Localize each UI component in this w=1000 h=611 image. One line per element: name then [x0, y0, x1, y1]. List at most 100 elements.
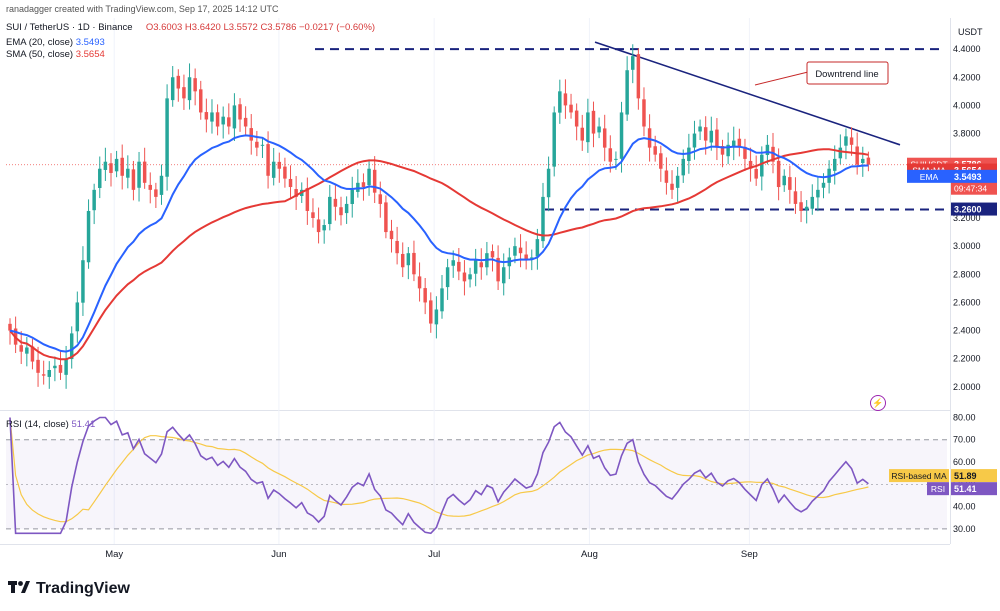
annotation-pointer	[754, 71, 809, 86]
candle-body	[518, 247, 523, 254]
candle-body	[339, 207, 343, 216]
candle-body	[597, 126, 601, 133]
candle-body	[451, 260, 455, 266]
candle-body	[64, 358, 68, 375]
candle-body	[204, 112, 209, 120]
candle-body	[619, 112, 624, 159]
candle-body	[384, 202, 388, 233]
clock-icon[interactable]: ⚡	[870, 395, 886, 411]
candle-body	[479, 262, 484, 268]
time-tick-label: Jul	[428, 549, 440, 560]
time-axis-border	[0, 544, 950, 545]
candle-body	[849, 137, 854, 145]
candle-body	[30, 346, 35, 362]
candle-body	[760, 154, 764, 177]
candle-body	[328, 196, 332, 225]
candle-body	[659, 153, 663, 169]
candle-body	[255, 141, 259, 148]
support-value: 3.2600	[954, 205, 982, 215]
candle-body	[580, 127, 584, 141]
candle-body	[631, 56, 635, 70]
candle-body	[602, 128, 607, 148]
candle-body	[182, 87, 186, 99]
candle-body	[692, 133, 697, 148]
candle-body	[709, 130, 714, 143]
candle-body	[215, 112, 220, 127]
candle-body	[501, 267, 506, 284]
candle-body	[496, 257, 500, 282]
tradingview-logo: TradingView	[8, 580, 130, 598]
candle-body	[316, 219, 321, 233]
candle-body	[569, 104, 573, 113]
price-tick-label: 2.0000	[953, 382, 981, 392]
price-tick-label: 2.4000	[953, 326, 981, 336]
candle-body	[81, 260, 85, 303]
candle-body	[395, 240, 399, 254]
candle-body	[524, 254, 528, 261]
candle-body	[126, 168, 130, 178]
candle-body	[344, 203, 349, 214]
candle-body	[305, 188, 310, 211]
candle-body	[98, 168, 102, 188]
sma-legend[interactable]: SMA (50, close) 3.5654	[6, 49, 105, 60]
candle-body	[473, 260, 478, 274]
candle-body	[732, 140, 736, 147]
ema-20-line	[9, 134, 869, 353]
candle-body	[41, 374, 46, 376]
candle-body	[574, 110, 579, 127]
time-tick-label: Jun	[271, 549, 286, 560]
candle-body	[277, 161, 282, 169]
countdown: 09:47:34	[954, 184, 987, 194]
downtrend-line	[594, 41, 901, 146]
creator-line: ranadagger created with TradingView.com,…	[6, 4, 279, 14]
panel-divider	[0, 410, 950, 411]
candle-body	[8, 323, 12, 331]
candle-body	[260, 144, 265, 146]
candle-body	[165, 98, 169, 177]
candle-body	[636, 54, 641, 99]
candle-body	[25, 347, 29, 354]
candle-body	[434, 309, 439, 325]
candle-body	[457, 261, 461, 272]
candle-body	[221, 116, 225, 125]
price-tick-label: 3.8000	[953, 129, 981, 139]
candle-body	[782, 175, 786, 186]
candle-body	[720, 146, 725, 155]
rsi-tick-label: 80.00	[953, 412, 976, 422]
candle-body	[103, 161, 108, 170]
candle-body	[322, 225, 326, 231]
candle-body	[647, 128, 652, 148]
candle-body	[350, 189, 354, 204]
candle-body	[58, 364, 63, 373]
candle-body	[109, 163, 113, 173]
candle-body	[232, 105, 237, 129]
symbol-title[interactable]: SUI / TetherUS · 1D · Binance	[6, 22, 133, 33]
candle-body	[170, 77, 175, 101]
candle-body	[743, 146, 747, 159]
candle-body	[356, 182, 360, 192]
candle-body	[378, 194, 383, 204]
candle-body	[844, 136, 848, 146]
rsi-tick-label: 40.00	[953, 502, 976, 512]
axis-border	[950, 18, 951, 544]
candle-body	[653, 146, 657, 155]
candle-body	[776, 160, 781, 188]
candle-body	[670, 183, 674, 190]
sma-50-line	[9, 148, 869, 361]
candle-body	[771, 146, 775, 162]
candle-body	[92, 189, 96, 211]
candle-body	[765, 144, 770, 156]
currency-label: USDT	[958, 27, 983, 37]
price-tick-label: 2.6000	[953, 297, 981, 307]
candle-body	[832, 158, 837, 171]
candle-body	[821, 182, 826, 188]
ema-legend[interactable]: EMA (20, close) 3.5493	[6, 37, 105, 48]
horizontal-levels: Downtrend line	[6, 41, 947, 211]
sma-value: 3.5654	[75, 49, 105, 60]
rsi-legend[interactable]: RSI (14, close) 51.41	[6, 419, 95, 430]
ema-tag-value-bg	[951, 169, 997, 183]
candle-body	[137, 161, 141, 188]
candle-body	[445, 267, 450, 288]
rsi-panel	[6, 416, 947, 535]
